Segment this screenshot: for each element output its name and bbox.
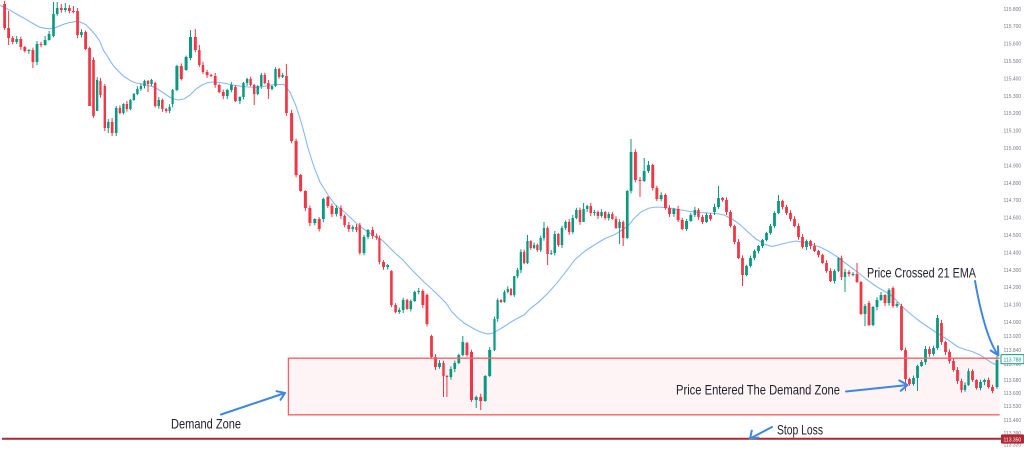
- svg-text:115.600: 115.600: [1004, 42, 1022, 48]
- svg-text:114.900: 114.900: [1004, 163, 1022, 169]
- svg-text:115.000: 115.000: [1004, 146, 1022, 152]
- svg-text:114.800: 114.800: [1004, 181, 1022, 187]
- svg-text:113.350: 113.350: [1004, 437, 1022, 443]
- svg-text:114.100: 114.100: [1004, 303, 1022, 309]
- svg-text:115.300: 115.300: [1004, 94, 1022, 100]
- svg-text:113.920: 113.920: [1004, 334, 1022, 340]
- svg-text:115.500: 115.500: [1004, 59, 1022, 65]
- svg-text:113.680: 113.680: [1004, 378, 1022, 384]
- svg-text:113.390: 113.390: [1004, 431, 1022, 437]
- svg-text:114.600: 114.600: [1004, 216, 1022, 222]
- svg-text:Stop Loss: Stop Loss: [777, 422, 823, 438]
- svg-text:114.400: 114.400: [1004, 250, 1022, 256]
- svg-text:115.700: 115.700: [1004, 24, 1022, 30]
- svg-text:114.700: 114.700: [1004, 198, 1022, 204]
- svg-text:115.800: 115.800: [1004, 7, 1022, 13]
- svg-text:114.000: 114.000: [1004, 320, 1022, 326]
- svg-text:113.600: 113.600: [1004, 391, 1022, 397]
- svg-text:113.530: 113.530: [1004, 404, 1022, 410]
- svg-text:115.200: 115.200: [1004, 111, 1022, 117]
- svg-text:Price Crossed 21 EMA: Price Crossed 21 EMA: [867, 265, 977, 281]
- svg-text:Demand Zone: Demand Zone: [171, 416, 241, 432]
- svg-text:113.840: 113.840: [1004, 348, 1022, 354]
- svg-text:113.788: 113.788: [1004, 358, 1022, 364]
- svg-text:115.100: 115.100: [1004, 129, 1022, 135]
- svg-text:113.760: 113.760: [1004, 362, 1022, 368]
- svg-text:113.320: 113.320: [1004, 442, 1022, 448]
- svg-text:114.500: 114.500: [1004, 233, 1022, 239]
- svg-text:114.200: 114.200: [1004, 285, 1022, 291]
- svg-text:113.460: 113.460: [1004, 418, 1022, 424]
- svg-text:115.400: 115.400: [1004, 76, 1022, 82]
- svg-text:Price Entered The Demand Zone: Price Entered The Demand Zone: [676, 382, 840, 398]
- svg-text:114.300: 114.300: [1004, 268, 1022, 274]
